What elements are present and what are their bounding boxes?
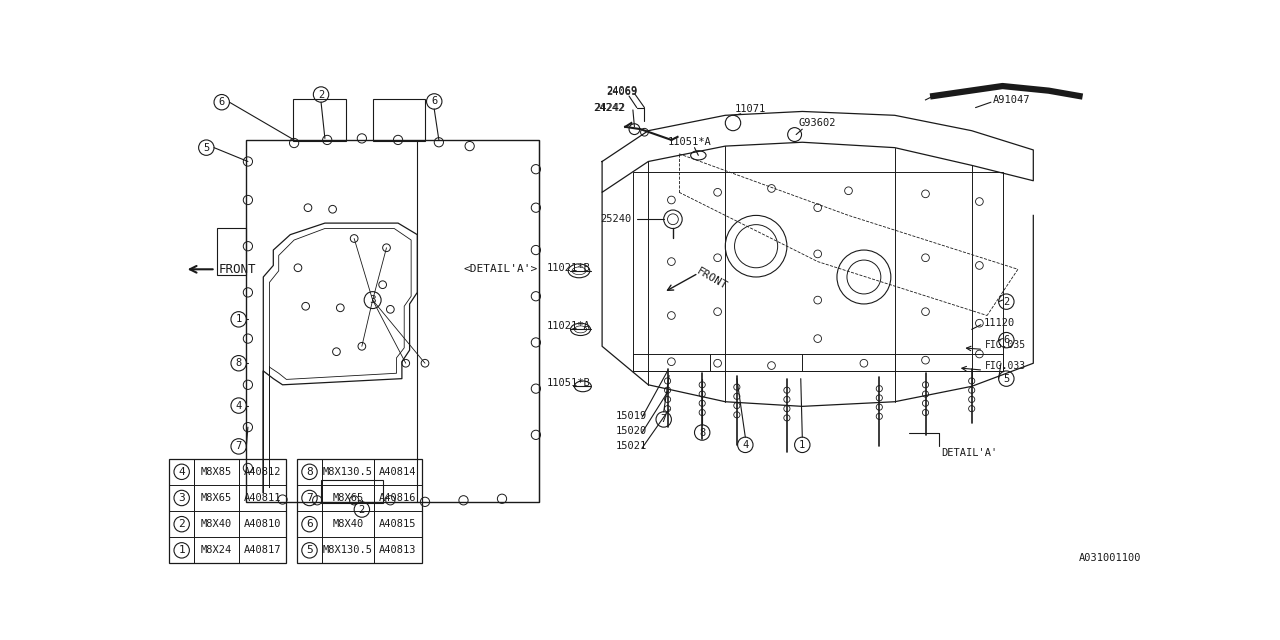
Text: 2: 2 (358, 504, 365, 515)
Text: 6: 6 (306, 519, 312, 529)
Text: 1: 1 (236, 314, 242, 324)
Text: 15019: 15019 (616, 411, 648, 420)
Text: FIG.033: FIG.033 (984, 360, 1025, 371)
Text: A40816: A40816 (379, 493, 417, 503)
Text: 11021*B: 11021*B (547, 263, 590, 273)
Text: 3: 3 (369, 295, 376, 305)
Text: 7: 7 (236, 442, 242, 451)
Bar (218, 228, 246, 275)
Text: A40811: A40811 (243, 493, 282, 503)
Text: 11051*B: 11051*B (547, 378, 590, 388)
Text: 2: 2 (178, 519, 186, 529)
Text: 11071: 11071 (735, 104, 765, 114)
Bar (169, 459, 287, 563)
Text: 6: 6 (431, 97, 438, 106)
Text: 24242: 24242 (593, 102, 625, 113)
Bar (297, 459, 422, 563)
Text: A40812: A40812 (243, 467, 282, 477)
Text: A40817: A40817 (243, 545, 282, 556)
Text: 1: 1 (178, 545, 186, 556)
Text: M8X65: M8X65 (201, 493, 232, 503)
Text: 4: 4 (236, 401, 242, 411)
Text: 11021*A: 11021*A (547, 321, 590, 332)
Text: DETAIL'A': DETAIL'A' (941, 447, 997, 458)
Text: 24069: 24069 (605, 87, 637, 97)
Bar (372, 99, 425, 141)
Text: 15021: 15021 (616, 442, 648, 451)
Text: M8X24: M8X24 (201, 545, 232, 556)
Text: 24069: 24069 (605, 86, 637, 95)
Text: 4: 4 (178, 467, 186, 477)
Text: FRONT: FRONT (695, 266, 728, 291)
Text: 5: 5 (204, 143, 210, 152)
Text: 15020: 15020 (616, 426, 648, 436)
Text: M8X40: M8X40 (201, 519, 232, 529)
Text: 8: 8 (236, 358, 242, 368)
Text: A40810: A40810 (243, 519, 282, 529)
Text: 2: 2 (1004, 296, 1010, 307)
Text: 3: 3 (178, 493, 186, 503)
Text: 4: 4 (742, 440, 749, 450)
Text: 2: 2 (317, 90, 324, 99)
Text: <DETAIL'A'>: <DETAIL'A'> (463, 264, 538, 275)
Text: A40813: A40813 (379, 545, 417, 556)
Text: FRONT: FRONT (219, 263, 256, 276)
Text: M8X65: M8X65 (333, 493, 364, 503)
Text: 7: 7 (660, 415, 667, 424)
Bar (321, 480, 383, 504)
Text: FIG.035: FIG.035 (984, 340, 1025, 349)
Text: 5: 5 (306, 545, 312, 556)
Text: M8X130.5: M8X130.5 (323, 545, 372, 556)
Text: 6: 6 (1004, 335, 1010, 345)
Text: A40814: A40814 (379, 467, 417, 477)
Text: 11120: 11120 (983, 318, 1015, 328)
Text: 7: 7 (306, 493, 312, 503)
Bar (246, 140, 539, 502)
Text: 25240: 25240 (600, 214, 632, 224)
Bar (632, 172, 1002, 371)
Text: A91047: A91047 (993, 95, 1030, 105)
Text: 5: 5 (1004, 374, 1010, 383)
Text: 24242: 24242 (594, 102, 626, 113)
Text: 8: 8 (699, 428, 705, 438)
Text: 1: 1 (799, 440, 805, 450)
Text: M8X40: M8X40 (333, 519, 364, 529)
Text: M8X130.5: M8X130.5 (323, 467, 372, 477)
Text: A40815: A40815 (379, 519, 417, 529)
Text: 6: 6 (219, 97, 225, 108)
Text: 8: 8 (306, 467, 312, 477)
Text: G93602: G93602 (799, 118, 836, 128)
Bar (293, 99, 347, 141)
Text: 11051*A: 11051*A (668, 137, 712, 147)
Text: M8X85: M8X85 (201, 467, 232, 477)
Text: A031001100: A031001100 (1079, 554, 1140, 563)
